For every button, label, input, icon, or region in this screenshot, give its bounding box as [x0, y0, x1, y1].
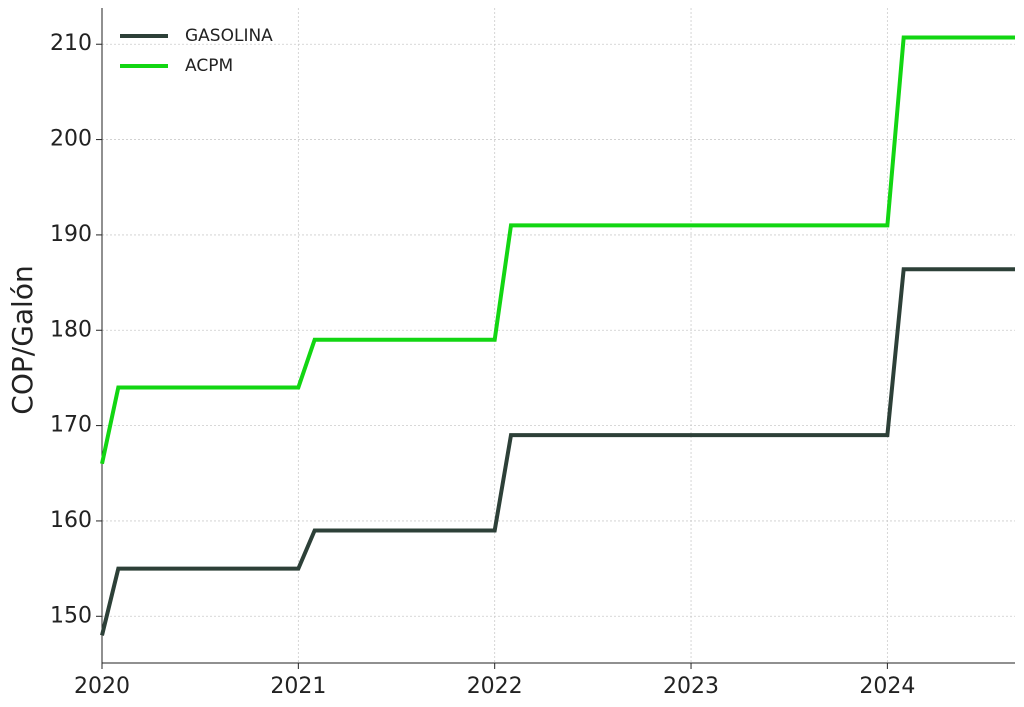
y-tick-label: 180 — [50, 317, 92, 342]
data-line — [100, 35, 1015, 465]
x-tick-label: 2023 — [663, 674, 719, 699]
y-tick-label: 170 — [50, 413, 92, 438]
legend-label: GASOLINA — [185, 26, 273, 46]
y-tick-label: 200 — [50, 127, 92, 152]
y-tick-label: 160 — [50, 508, 92, 533]
y-axis-label: COP/Galón — [6, 265, 39, 414]
x-tick-label: 2020 — [74, 674, 130, 699]
x-tick-label: 2021 — [270, 674, 326, 699]
y-tick-label: 210 — [50, 31, 92, 56]
legend-label: ACPM — [185, 56, 233, 76]
x-tick-label: 2022 — [467, 674, 523, 699]
y-tick-label: 190 — [50, 222, 92, 247]
x-tick-label: 2024 — [859, 674, 915, 699]
data-line — [100, 267, 1015, 636]
y-tick-label: 150 — [50, 603, 92, 628]
